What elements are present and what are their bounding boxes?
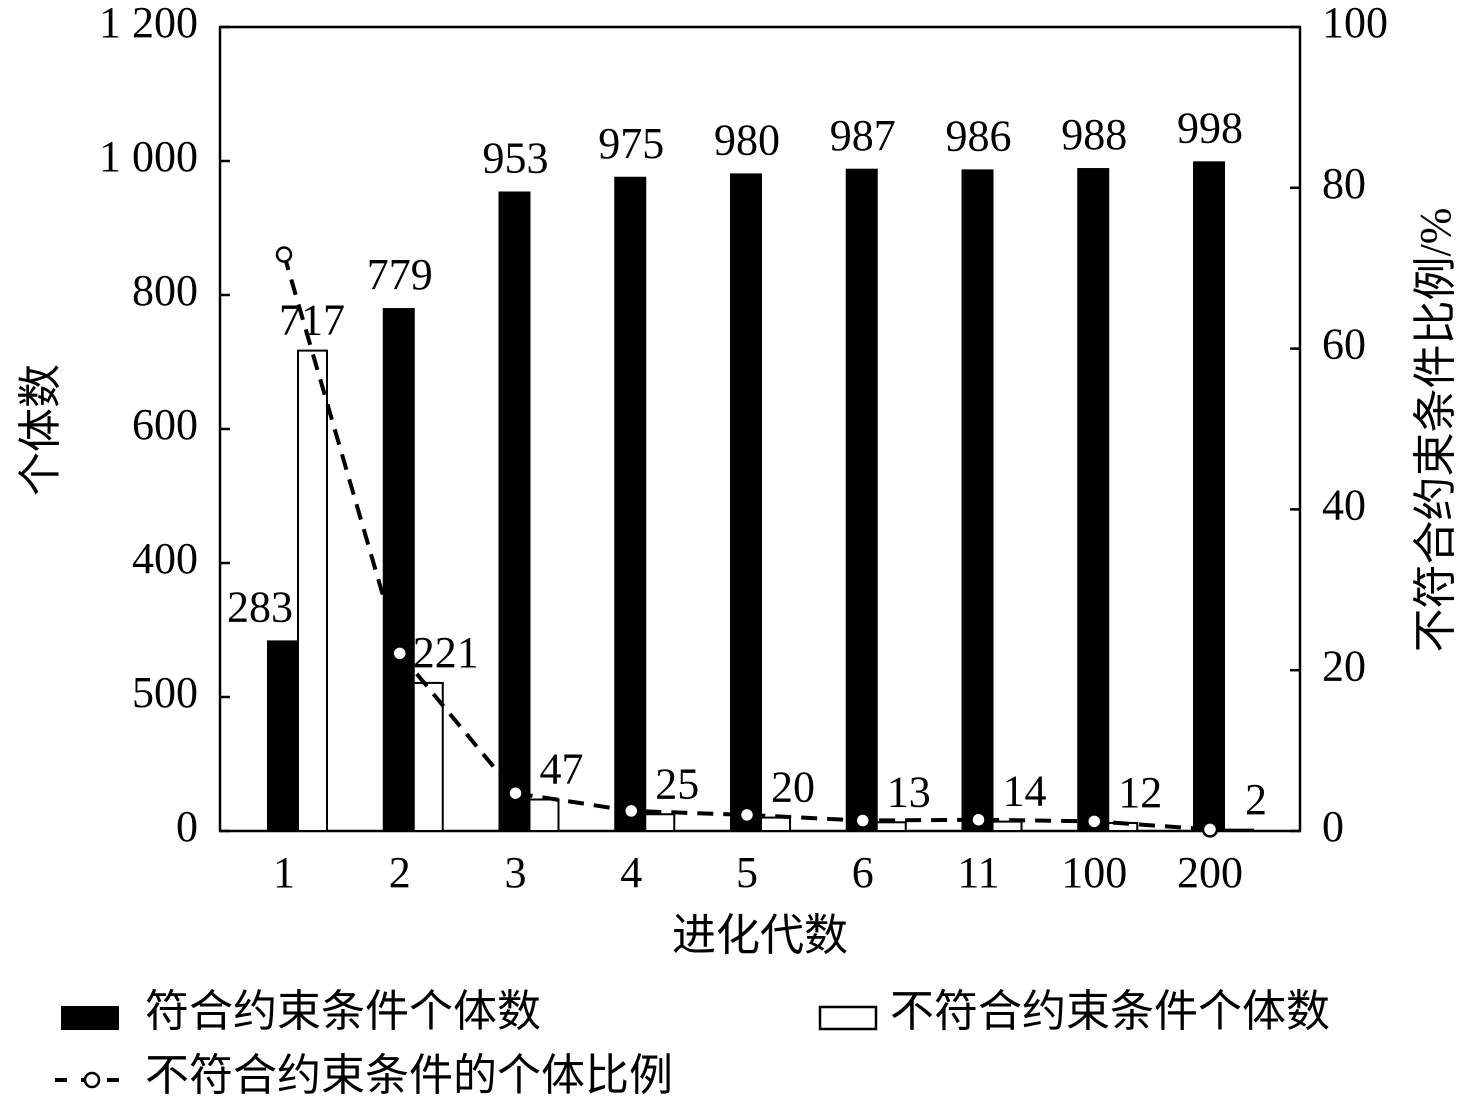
legend-label: 不符合约束条件的个体比例 xyxy=(145,1051,673,1100)
bar xyxy=(614,176,647,832)
bar xyxy=(412,681,444,832)
x-tick-label: 11 xyxy=(957,848,999,897)
bar xyxy=(1077,168,1110,833)
legend-swatch xyxy=(61,1006,119,1030)
bar xyxy=(644,813,676,832)
bar xyxy=(991,820,1023,832)
ratio-line xyxy=(282,253,1211,832)
y-tick-label: 500 xyxy=(132,668,198,717)
x-tick-label: 5 xyxy=(736,848,758,897)
bar xyxy=(875,821,907,832)
x-tick-label: 1 xyxy=(273,848,295,897)
x-tick-label: 3 xyxy=(505,848,527,897)
y2-axis-title: 不符合约束条件比例/% xyxy=(1411,208,1460,653)
bar xyxy=(760,816,791,832)
legend-swatch xyxy=(818,1005,878,1031)
bar xyxy=(528,798,560,833)
x-tick-label: 6 xyxy=(852,848,874,897)
x-tick-label: 2 xyxy=(389,848,411,897)
y2-tick-label: 100 xyxy=(1322,0,1388,47)
bar xyxy=(845,168,878,832)
ratio-point xyxy=(1086,813,1103,830)
bar xyxy=(297,349,328,832)
data-label: 12 xyxy=(1118,768,1162,817)
ratio-point xyxy=(391,645,408,662)
bar xyxy=(267,640,299,833)
y-tick-label: 400 xyxy=(132,534,198,583)
y2-tick-label: 80 xyxy=(1322,159,1366,208)
data-label: 988 xyxy=(1061,110,1127,159)
legend-swatch xyxy=(83,1071,101,1089)
data-label: 975 xyxy=(598,119,664,168)
data-label: 998 xyxy=(1177,103,1243,152)
y2-tick-label: 20 xyxy=(1322,641,1366,690)
data-label: 986 xyxy=(946,111,1012,160)
legend-label: 符合约束条件个体数 xyxy=(145,987,541,1036)
data-label: 20 xyxy=(771,763,815,812)
y-tick-label: 1 200 xyxy=(99,0,198,47)
ratio-point xyxy=(507,784,524,802)
bar xyxy=(730,173,762,832)
ratio-point xyxy=(738,806,756,824)
y-tick-label: 800 xyxy=(132,266,198,315)
y-tick-label: 0 xyxy=(176,802,198,851)
data-label: 717 xyxy=(279,296,345,345)
bar xyxy=(961,169,994,832)
y2-tick-label: 40 xyxy=(1322,480,1366,529)
data-label: 221 xyxy=(413,628,479,677)
data-label: 14 xyxy=(1003,767,1047,816)
data-label: 47 xyxy=(540,745,584,794)
legend-label: 不符合约束条件个体数 xyxy=(890,987,1330,1036)
bar xyxy=(1193,161,1225,832)
bar xyxy=(1223,828,1254,832)
x-tick-label: 200 xyxy=(1177,848,1243,897)
ratio-point xyxy=(275,246,293,263)
y-axis-title: 个体数 xyxy=(16,364,65,496)
y2-tick-label: 0 xyxy=(1322,802,1344,851)
ratio-point xyxy=(623,802,640,820)
x-tick-label: 4 xyxy=(620,848,642,897)
y-tick-label: 1 000 xyxy=(99,132,198,181)
bar xyxy=(382,308,415,832)
y2-tick-label: 60 xyxy=(1322,320,1366,369)
ratio-point xyxy=(970,811,987,828)
data-label: 987 xyxy=(830,111,896,160)
data-label: 283 xyxy=(227,582,293,631)
data-label: 953 xyxy=(483,134,549,183)
y-tick-label: 600 xyxy=(132,400,198,449)
bar xyxy=(498,191,531,833)
data-label: 779 xyxy=(367,250,433,299)
data-label: 2 xyxy=(1245,775,1267,824)
x-axis-title: 进化代数 xyxy=(672,911,848,960)
data-label: 980 xyxy=(714,115,780,164)
data-label: 13 xyxy=(887,767,931,816)
ratio-point xyxy=(854,812,871,829)
x-tick-label: 100 xyxy=(1061,848,1127,897)
data-label: 25 xyxy=(655,759,699,808)
ratio-point xyxy=(1201,821,1219,838)
